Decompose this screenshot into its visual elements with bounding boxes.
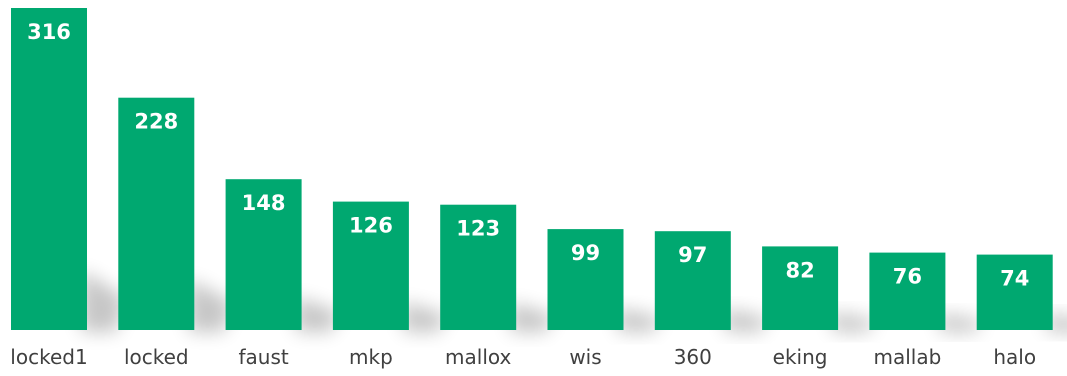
value-label-locked1: 316	[27, 20, 71, 44]
category-label-360: 360	[674, 345, 712, 369]
value-label-360: 97	[678, 243, 707, 267]
bar-mallab	[869, 252, 946, 330]
category-labels: locked1 locked faust mkp mallox wis 360 eking ma…	[10, 345, 1036, 369]
category-label-wis: wis	[569, 345, 601, 369]
bar-eking	[762, 246, 839, 330]
bar-mkp	[332, 201, 409, 330]
bars	[11, 8, 1053, 330]
value-label-faust: 148	[242, 191, 286, 215]
value-label-wis: 99	[571, 241, 600, 265]
value-label-mallab: 76	[893, 265, 922, 289]
bar-mallox	[440, 204, 517, 330]
bar-shadow-faust	[295, 296, 340, 332]
bar-shadow-locked1	[81, 270, 125, 332]
bar-shadow-wis	[617, 307, 662, 332]
bar-halo	[976, 254, 1053, 330]
value-label-eking: 82	[785, 258, 814, 282]
bar-locked1	[11, 8, 87, 330]
category-label-mkp: mkp	[349, 345, 393, 369]
value-labels: 316 228 148 126 123 99 97 82 76 74	[27, 20, 1029, 291]
bar-shadow-mkp	[402, 301, 447, 332]
bar-shadow-mallab	[939, 312, 984, 332]
category-label-faust: faust	[238, 345, 288, 369]
category-label-eking: eking	[773, 345, 828, 369]
value-label-mallox: 123	[456, 217, 500, 241]
category-label-locked1: locked1	[10, 345, 87, 369]
bar-wis	[547, 229, 624, 330]
category-label-mallab: mallab	[873, 345, 941, 369]
value-label-mkp: 126	[349, 214, 393, 238]
bar-shadow-mallox	[510, 302, 555, 332]
bar-shadow-360	[724, 308, 769, 332]
category-label-mallox: mallox	[445, 345, 511, 369]
bar-faust	[225, 179, 302, 330]
bar-shadow-eking	[832, 311, 877, 332]
value-label-locked: 228	[134, 110, 178, 134]
value-label-halo: 74	[1000, 267, 1029, 291]
bar-locked	[118, 97, 195, 330]
category-label-locked: locked	[124, 345, 189, 369]
category-label-halo: halo	[993, 345, 1036, 369]
bar-shadow-locked	[188, 278, 233, 332]
bar-360	[654, 231, 731, 330]
